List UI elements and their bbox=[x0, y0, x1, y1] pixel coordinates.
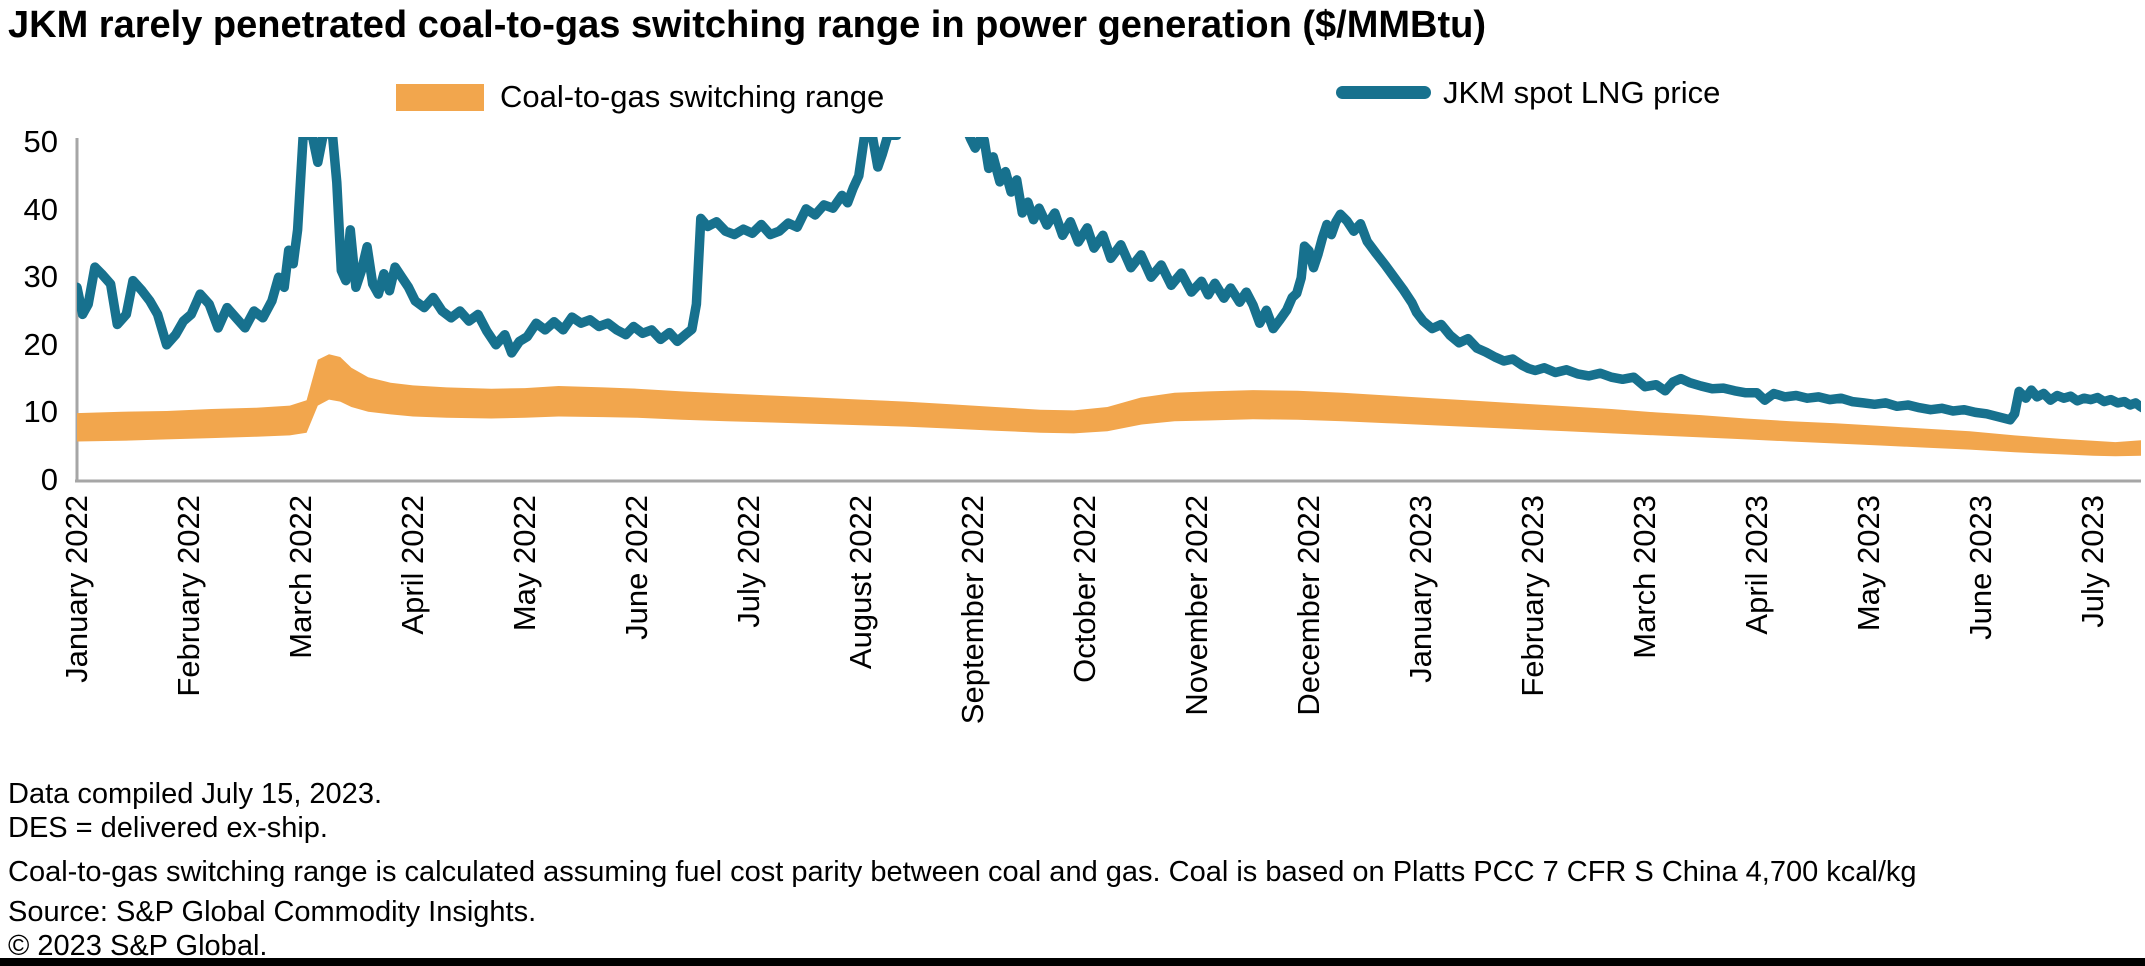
x-tick-label: October 2022 bbox=[1067, 495, 1102, 683]
x-tick-label: August 2022 bbox=[843, 495, 878, 670]
footer-methodology-note: Coal-to-gas switching range is calculate… bbox=[8, 856, 1917, 888]
y-tick-label: 40 bbox=[23, 191, 58, 227]
footer-des-note: DES = delivered ex-ship. bbox=[8, 812, 328, 844]
x-tick-label: June 2023 bbox=[1963, 495, 1998, 640]
y-tick-label: 20 bbox=[23, 326, 58, 362]
chart-title: JKM rarely penetrated coal-to-gas switch… bbox=[8, 4, 1486, 46]
y-tick-label: 50 bbox=[23, 124, 58, 159]
jkm-line-series bbox=[77, 137, 2141, 425]
x-tick-label: May 2022 bbox=[507, 495, 542, 632]
x-tick-label: November 2022 bbox=[1179, 495, 1214, 716]
switching-range-legend-label: Coal-to-gas switching range bbox=[500, 79, 885, 114]
y-tick-label: 10 bbox=[23, 394, 58, 430]
x-tick-label: July 2022 bbox=[731, 495, 766, 628]
switching-range-band-series bbox=[77, 354, 2141, 457]
x-tick-label: September 2022 bbox=[955, 495, 990, 725]
x-tick-label: April 2022 bbox=[395, 495, 430, 635]
bottom-bar bbox=[0, 958, 2145, 966]
jkm-price-legend-swatch bbox=[1336, 86, 1431, 99]
y-tick-label: 0 bbox=[40, 462, 58, 497]
x-tick-label: July 2023 bbox=[2075, 495, 2110, 628]
x-tick-label: February 2022 bbox=[171, 495, 206, 697]
footer-copyright: © 2023 S&P Global. bbox=[8, 930, 268, 962]
legend-item-jkm-price: JKM spot LNG price bbox=[1336, 75, 1720, 110]
x-tick-label: June 2022 bbox=[619, 495, 654, 640]
y-tick-label: 30 bbox=[23, 259, 58, 295]
x-tick-label: April 2023 bbox=[1739, 495, 1774, 635]
x-tick-label: February 2023 bbox=[1515, 495, 1550, 697]
x-tick-label: March 2023 bbox=[1627, 495, 1662, 659]
x-tick-label: January 2023 bbox=[1403, 495, 1438, 683]
x-tick-label: March 2022 bbox=[283, 495, 318, 659]
jkm-price-legend-label: JKM spot LNG price bbox=[1443, 74, 1721, 110]
switching-range-legend-swatch bbox=[396, 83, 484, 111]
x-tick-label: May 2023 bbox=[1851, 495, 1886, 632]
x-tick-label: December 2022 bbox=[1291, 495, 1326, 716]
footer-source: Source: S&P Global Commodity Insights. bbox=[8, 896, 537, 928]
x-tick-label: January 2022 bbox=[59, 495, 94, 683]
legend-item-switching-range: Coal-to-gas switching range bbox=[396, 79, 884, 115]
footer-data-compiled: Data compiled July 15, 2023. bbox=[8, 778, 382, 810]
